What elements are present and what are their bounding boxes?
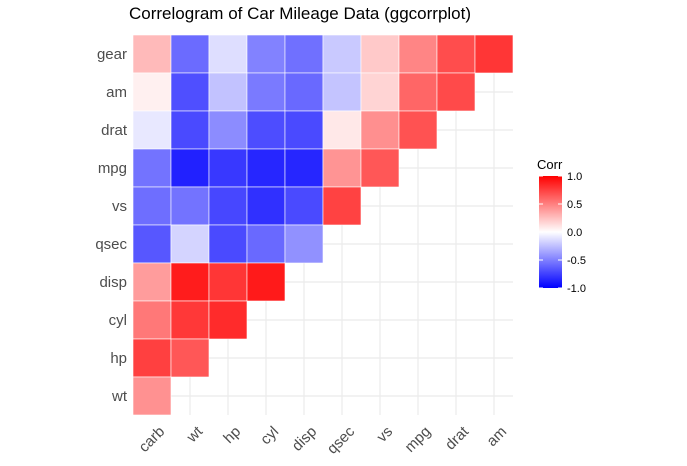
x-tick-label-disp: disp bbox=[289, 423, 320, 454]
heatmap-cell-disp-wt bbox=[170, 262, 210, 302]
heatmap-cell-drat-hp bbox=[208, 110, 248, 150]
heatmap-cell-am-cyl bbox=[246, 72, 286, 112]
heatmap-cell-drat-qsec bbox=[322, 110, 362, 150]
heatmap-cells bbox=[132, 34, 514, 416]
chart-title: Correlogram of Car Mileage Data (ggcorrp… bbox=[129, 4, 471, 23]
heatmap-cell-vs-cyl bbox=[246, 186, 286, 226]
heatmap-cell-cyl-wt bbox=[170, 300, 210, 340]
heatmap-cell-qsec-disp bbox=[284, 224, 324, 264]
heatmap-cell-gear-qsec bbox=[322, 34, 362, 74]
heatmap-cell-gear-cyl bbox=[246, 34, 286, 74]
heatmap-cell-gear-am bbox=[474, 34, 514, 74]
x-axis-ticks: carb wt hp cyl disp qsec vs mpg drat am bbox=[136, 423, 511, 458]
y-tick-label-am: am bbox=[106, 84, 127, 101]
y-tick-label-drat: drat bbox=[101, 122, 128, 139]
heatmap-cell-vs-wt bbox=[170, 186, 210, 226]
heatmap-cell-mpg-cyl bbox=[246, 148, 286, 188]
heatmap-cell-am-drat bbox=[436, 72, 476, 112]
legend-ticks: 1.0 0.5 0.0 -0.5 -1.0 bbox=[539, 171, 586, 295]
x-tick-label-am: am bbox=[483, 423, 510, 450]
heatmap-cell-am-qsec bbox=[322, 72, 362, 112]
x-tick-label-vs: vs bbox=[374, 423, 397, 446]
y-tick-label-cyl: cyl bbox=[109, 312, 127, 329]
heatmap-cell-drat-carb bbox=[132, 110, 172, 150]
heatmap-cell-disp-carb bbox=[132, 262, 172, 302]
y-tick-label-gear: gear bbox=[97, 46, 127, 63]
legend-tick-label: 1.0 bbox=[567, 171, 582, 183]
heatmap-cell-qsec-hp bbox=[208, 224, 248, 264]
heatmap-cell-mpg-wt bbox=[170, 148, 210, 188]
legend-tick-label: -0.5 bbox=[567, 255, 586, 267]
heatmap-cell-hp-carb bbox=[132, 338, 172, 378]
heatmap-cell-drat-mpg bbox=[398, 110, 438, 150]
heatmap-cell-vs-qsec bbox=[322, 186, 362, 226]
heatmap-cell-mpg-carb bbox=[132, 148, 172, 188]
heatmap-cell-mpg-hp bbox=[208, 148, 248, 188]
x-tick-label-hp: hp bbox=[220, 423, 244, 447]
heatmap-cell-cyl-carb bbox=[132, 300, 172, 340]
heatmap-cell-qsec-wt bbox=[170, 224, 210, 264]
heatmap-cell-drat-vs bbox=[360, 110, 400, 150]
heatmap-cell-gear-hp bbox=[208, 34, 248, 74]
x-tick-label-cyl: cyl bbox=[257, 423, 282, 448]
y-tick-label-disp: disp bbox=[99, 274, 127, 291]
heatmap-cell-gear-mpg bbox=[398, 34, 438, 74]
legend: Corr 1.0 0.5 0.0 -0.5 -1.0 bbox=[537, 157, 586, 295]
y-tick-label-wt: wt bbox=[111, 388, 128, 405]
x-tick-label-wt: wt bbox=[183, 423, 207, 447]
heatmap-cell-vs-carb bbox=[132, 186, 172, 226]
heatmap-cell-gear-drat bbox=[436, 34, 476, 74]
heatmap-cell-qsec-cyl bbox=[246, 224, 286, 264]
heatmap-cell-gear-carb bbox=[132, 34, 172, 74]
x-tick-label-qsec: qsec bbox=[324, 423, 359, 458]
legend-tick-label: 0.0 bbox=[567, 227, 582, 239]
x-tick-label-mpg: mpg bbox=[402, 423, 435, 456]
heatmap-cell-am-vs bbox=[360, 72, 400, 112]
heatmap-cell-disp-cyl bbox=[246, 262, 286, 302]
y-axis-ticks: gear am drat mpg vs qsec disp cyl hp wt bbox=[95, 46, 128, 405]
heatmap-cell-mpg-disp bbox=[284, 148, 324, 188]
heatmap-cell-am-wt bbox=[170, 72, 210, 112]
heatmap-cell-am-disp bbox=[284, 72, 324, 112]
heatmap-cell-vs-hp bbox=[208, 186, 248, 226]
heatmap-cell-hp-wt bbox=[170, 338, 210, 378]
heatmap-cell-wt-carb bbox=[132, 376, 172, 416]
heatmap-cell-drat-cyl bbox=[246, 110, 286, 150]
legend-colorbar bbox=[539, 176, 562, 288]
heatmap-cell-mpg-qsec bbox=[322, 148, 362, 188]
heatmap-cell-vs-disp bbox=[284, 186, 324, 226]
heatmap-cell-drat-disp bbox=[284, 110, 324, 150]
heatmap-cell-am-hp bbox=[208, 72, 248, 112]
heatmap-cell-cyl-hp bbox=[208, 300, 248, 340]
heatmap-cell-qsec-carb bbox=[132, 224, 172, 264]
legend-tick-label: -1.0 bbox=[567, 283, 586, 295]
x-tick-label-carb: carb bbox=[136, 423, 169, 456]
y-tick-label-qsec: qsec bbox=[95, 236, 127, 253]
heatmap-cell-gear-wt bbox=[170, 34, 210, 74]
heatmap-cell-disp-hp bbox=[208, 262, 248, 302]
legend-tick-label: 0.5 bbox=[567, 199, 582, 211]
heatmap-cell-am-carb bbox=[132, 72, 172, 112]
y-tick-label-vs: vs bbox=[112, 198, 127, 215]
x-tick-label-drat: drat bbox=[442, 423, 473, 454]
legend-title: Corr bbox=[537, 157, 563, 172]
heatmap-cell-drat-wt bbox=[170, 110, 210, 150]
heatmap-cell-gear-vs bbox=[360, 34, 400, 74]
y-tick-label-mpg: mpg bbox=[98, 160, 127, 177]
y-tick-label-hp: hp bbox=[110, 350, 127, 367]
heatmap-cell-gear-disp bbox=[284, 34, 324, 74]
heatmap-cell-mpg-vs bbox=[360, 148, 400, 188]
heatmap-cell-am-mpg bbox=[398, 72, 438, 112]
